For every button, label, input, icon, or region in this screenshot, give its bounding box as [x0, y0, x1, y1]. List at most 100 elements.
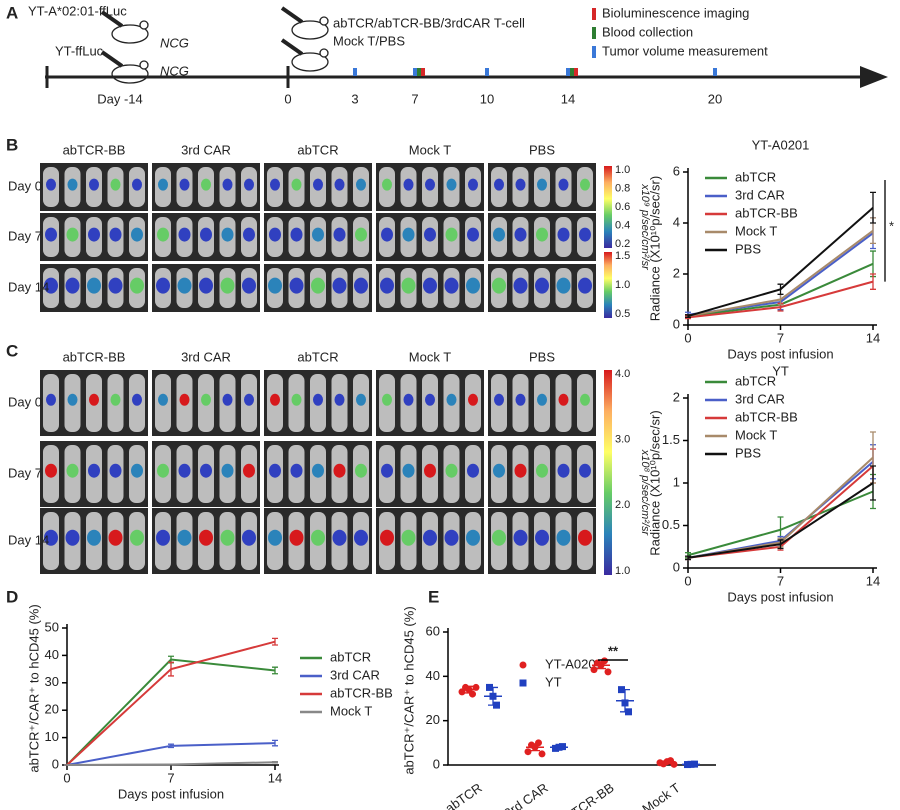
signal [157, 463, 169, 478]
legend-label: abTCR [735, 169, 776, 184]
signal [514, 463, 527, 478]
x-axis-label: Days post infusion [118, 786, 224, 801]
signal [558, 393, 569, 406]
signal [312, 463, 324, 478]
color-scale-tick: 2.0 [615, 499, 630, 511]
legend-label: YT [545, 674, 562, 689]
signal [46, 178, 56, 191]
signal [200, 227, 212, 242]
legend-label: PBS [735, 445, 761, 460]
event-marker [485, 68, 489, 76]
x-tick-label: Mock T [639, 780, 682, 810]
color-scale-tick: 3.0 [615, 434, 630, 446]
line [66, 742, 276, 766]
signal [402, 463, 415, 478]
point [469, 690, 476, 698]
legend-label: abTCR-BB [735, 409, 798, 424]
signal [468, 178, 478, 191]
signal [355, 463, 367, 478]
y-tick-label: 1 [673, 474, 680, 489]
signal [110, 393, 121, 406]
point [590, 666, 598, 674]
image-group-label: abTCR-BB [63, 142, 126, 157]
color-scale-tick: 1.0 [615, 279, 630, 291]
timeline-label: Day -14 [97, 91, 143, 106]
y-tick-label: 6 [673, 163, 680, 178]
treatment: abTCR/abTCR-BB/3rdCAR T-cell [333, 15, 525, 30]
signal [332, 277, 347, 294]
signal [444, 277, 459, 294]
signal [291, 178, 302, 191]
signal [108, 529, 123, 546]
y-tick-label: 20 [45, 702, 59, 717]
signal [65, 277, 80, 294]
signal [270, 393, 280, 406]
signal [312, 227, 324, 242]
signal [244, 178, 254, 191]
signal [132, 393, 142, 406]
signal [313, 178, 323, 191]
image-group-label: abTCR [297, 349, 338, 364]
chart-title: YT [772, 363, 789, 378]
error-bar [464, 685, 474, 694]
signal [221, 463, 234, 478]
signal [222, 393, 233, 406]
signal [381, 227, 393, 242]
syringe [280, 6, 304, 24]
y-tick-label: 10 [45, 729, 59, 744]
error-bar [554, 745, 564, 750]
signal [44, 529, 58, 546]
signal [334, 393, 345, 406]
signal [87, 277, 101, 294]
signal [88, 463, 100, 478]
legend-label: 3rd CAR [735, 187, 785, 202]
color-scale-label: x10⁸ p/sec/cm²/sr [639, 449, 651, 537]
point [604, 668, 612, 676]
signal [557, 227, 570, 242]
color-scale [604, 252, 612, 318]
legend-label: 3rd CAR [330, 667, 380, 682]
signal [110, 178, 121, 191]
line [66, 761, 276, 766]
signal [158, 393, 168, 406]
image-group-label: PBS [529, 349, 555, 364]
signal [221, 227, 234, 242]
event-marker [417, 68, 421, 76]
timeline-label: 10 [480, 91, 494, 106]
panel-label: E [428, 587, 439, 606]
signal [445, 463, 458, 478]
signal [131, 227, 143, 242]
error-bar [620, 688, 630, 713]
signal [424, 463, 436, 478]
line [687, 482, 874, 559]
error-bar [488, 686, 498, 706]
point [535, 739, 542, 747]
signal [222, 178, 233, 191]
signal [199, 277, 213, 294]
signal [466, 529, 480, 546]
color-scale-tick: 0.6 [615, 201, 630, 213]
event-legend-label: Tumor volume measurement [602, 43, 768, 58]
timeline-arrow [860, 66, 888, 88]
legend-label: Mock T [330, 703, 372, 718]
y-tick-label: 1.5 [662, 432, 680, 447]
syringe [100, 10, 124, 28]
event-marker [421, 68, 425, 76]
legend-label: abTCR-BB [735, 205, 798, 220]
color-scale-tick: 1.0 [615, 164, 630, 176]
x-tick-label: 14 [866, 573, 880, 588]
signal [220, 277, 235, 294]
legend-label: YT-A0201 [545, 656, 603, 671]
panel-label: B [6, 135, 18, 154]
signal [513, 529, 528, 546]
signal [578, 529, 592, 546]
signal [381, 463, 393, 478]
signal [423, 277, 437, 294]
event-legend-label: Bioluminescence imaging [602, 5, 749, 20]
signal [268, 277, 282, 294]
legend-label: Mock T [735, 427, 777, 442]
point [524, 748, 532, 756]
mouse-icon [291, 20, 329, 40]
signal [67, 393, 78, 406]
